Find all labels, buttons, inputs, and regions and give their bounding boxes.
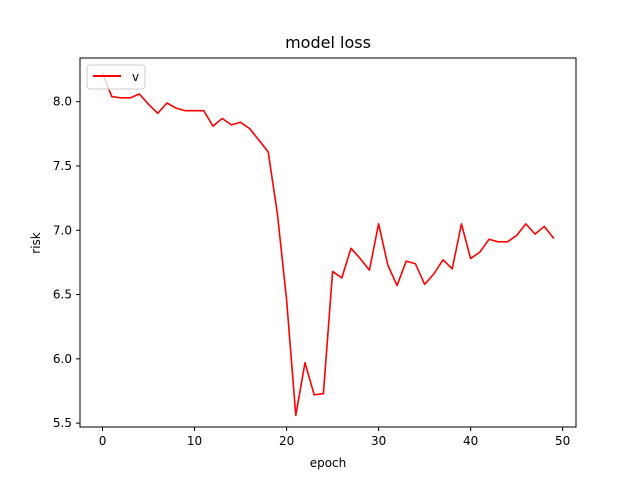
y-tick-label: 5.5 [53, 416, 72, 430]
x-tick-label: 0 [99, 434, 107, 448]
y-axis-label: risk [29, 232, 43, 254]
x-axis-label: epoch [310, 456, 347, 470]
plot-area [79, 57, 577, 428]
y-tick-label: 6.0 [53, 352, 72, 366]
x-tick-label: 50 [555, 434, 570, 448]
x-tick-label: 10 [187, 434, 202, 448]
chart-title: model loss [285, 33, 371, 52]
x-tick-label: 40 [463, 434, 478, 448]
series-layer [101, 72, 555, 417]
y-tick-label: 7.0 [53, 223, 72, 237]
x-axis: 0 10 20 30 40 50 [99, 427, 570, 448]
y-tick-label: 7.5 [53, 159, 72, 173]
y-tick-label: 8.0 [53, 95, 72, 109]
legend: v [86, 64, 146, 90]
x-tick-label: 20 [279, 434, 294, 448]
y-axis: 5.5 6.0 6.5 7.0 7.5 8.0 [53, 95, 80, 430]
legend-label: v [132, 70, 139, 84]
series-line [101, 72, 555, 417]
y-tick-label: 6.5 [53, 288, 72, 302]
x-tick-label: 30 [371, 434, 386, 448]
